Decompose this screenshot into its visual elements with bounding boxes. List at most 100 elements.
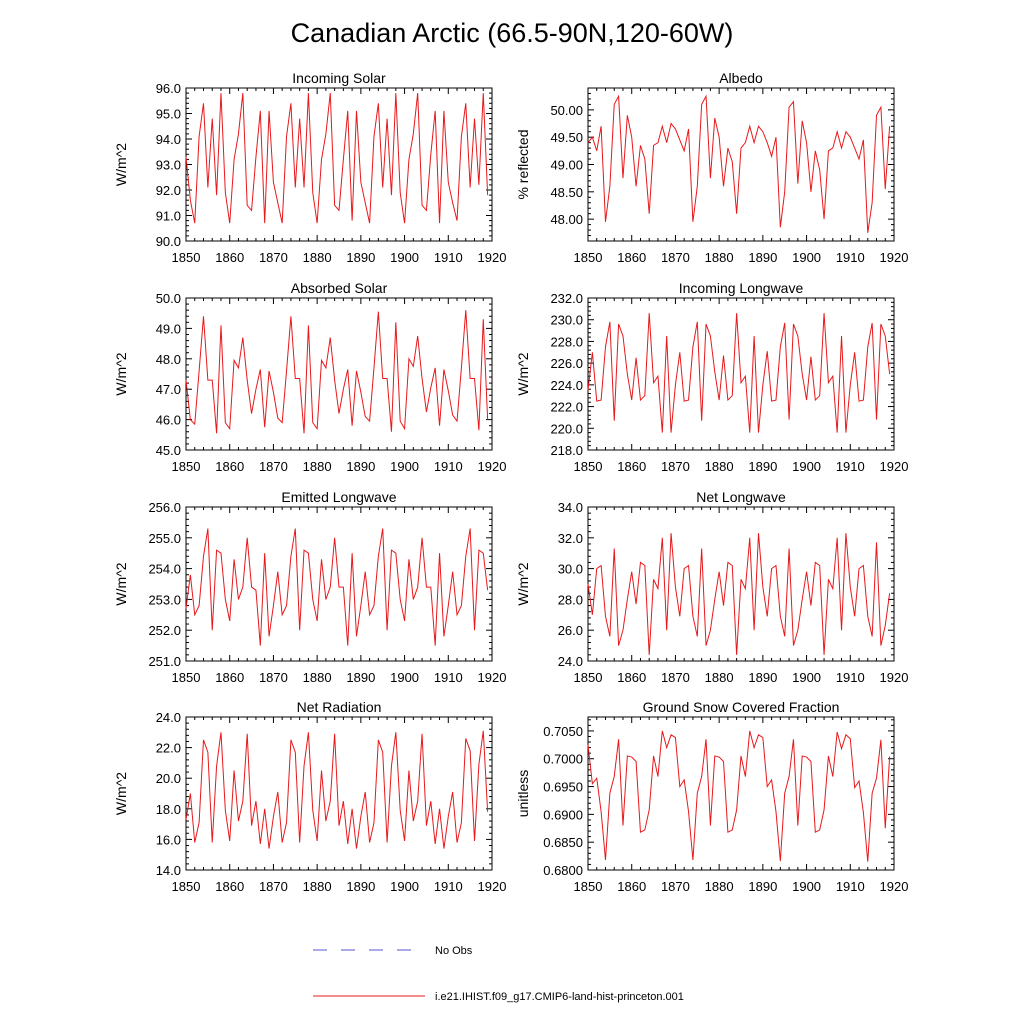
x-tick-label: 1890 — [748, 250, 777, 265]
x-tick-label: 1850 — [172, 459, 201, 474]
series-line — [185, 730, 489, 849]
y-tick-label: 30.0 — [558, 562, 583, 577]
x-tick-label: 1900 — [390, 250, 419, 265]
y-tick-label: 0.6950 — [543, 780, 583, 795]
y-tick-label: 50.00 — [550, 103, 583, 118]
series-line — [587, 313, 891, 433]
x-tick-label: 1870 — [259, 250, 288, 265]
y-tick-label: 0.6850 — [543, 835, 583, 850]
y-tick-label: 0.6900 — [543, 807, 583, 822]
x-tick-label: 1880 — [303, 879, 332, 894]
y-tick-label: 49.00 — [550, 158, 583, 173]
x-tick-label: 1890 — [748, 459, 777, 474]
x-tick-label: 1900 — [390, 459, 419, 474]
x-tick-label: 1880 — [705, 670, 734, 685]
y-axis-label: W/m^2 — [113, 143, 129, 186]
y-tick-label: 34.0 — [558, 500, 583, 515]
x-tick-label: 1860 — [617, 879, 646, 894]
x-tick-label: 1910 — [836, 250, 865, 265]
x-tick-label: 1890 — [346, 459, 375, 474]
x-tick-label: 1920 — [478, 879, 507, 894]
panel-title: Albedo — [719, 70, 763, 86]
x-tick-label: 1890 — [748, 879, 777, 894]
y-tick-label: 20.0 — [156, 771, 181, 786]
y-tick-label: 256.0 — [148, 500, 181, 515]
x-tick-label: 1900 — [390, 879, 419, 894]
y-tick-label: 26.0 — [558, 623, 583, 638]
figure-title: Canadian Arctic (66.5-90N,120-60W) — [291, 18, 734, 48]
x-tick-label: 1870 — [259, 459, 288, 474]
y-tick-label: 48.0 — [156, 352, 181, 367]
x-tick-label: 1860 — [215, 250, 244, 265]
y-tick-label: 94.0 — [156, 132, 181, 147]
y-tick-label: 92.0 — [156, 183, 181, 198]
plot-frame — [587, 297, 895, 451]
series-line — [185, 93, 489, 224]
plot-frame — [185, 297, 493, 451]
plot-frame — [185, 716, 493, 871]
panel-title: Net Radiation — [297, 699, 382, 715]
x-tick-label: 1920 — [880, 250, 909, 265]
x-tick-label: 1920 — [880, 459, 909, 474]
y-axis-label: unitless — [515, 770, 531, 817]
y-tick-label: 96.0 — [156, 81, 181, 96]
panel-3: Incoming Longwave W/m^2 1850 1860 1870 1880 18… — [515, 280, 908, 474]
x-tick-label: 1870 — [661, 459, 690, 474]
y-tick-label: 228.0 — [550, 334, 583, 349]
x-tick-label: 1920 — [478, 670, 507, 685]
panel-5: Net Longwave W/m^2 1850 1860 1870 1880 1890 190… — [515, 489, 908, 685]
panel-4: Emitted Longwave W/m^2 1850 1860 1870 1880 189… — [113, 489, 506, 685]
panel-6: Net Radiation W/m^2 1850 1860 1870 1880 1890 19… — [113, 699, 506, 894]
series-line — [185, 528, 489, 646]
x-tick-label: 1880 — [705, 250, 734, 265]
y-axis-label: W/m^2 — [113, 772, 129, 815]
y-tick-label: 255.0 — [148, 531, 181, 546]
x-tick-label: 1890 — [346, 670, 375, 685]
x-tick-label: 1870 — [259, 670, 288, 685]
x-tick-label: 1850 — [574, 670, 603, 685]
y-tick-label: 218.0 — [550, 443, 583, 458]
x-tick-label: 1900 — [792, 670, 821, 685]
x-tick-label: 1920 — [478, 250, 507, 265]
x-tick-label: 1860 — [617, 670, 646, 685]
y-tick-label: 47.0 — [156, 382, 181, 397]
panel-7: Ground Snow Covered Fraction unitless 1850… — [515, 699, 908, 894]
y-tick-label: 50.0 — [156, 291, 181, 306]
x-tick-label: 1860 — [617, 250, 646, 265]
x-tick-label: 1850 — [172, 670, 201, 685]
panel-title: Net Longwave — [696, 489, 786, 505]
x-tick-label: 1850 — [172, 250, 201, 265]
panels: Incoming Solar W/m^2 1850 1860 1870 1880 1890 1… — [113, 70, 908, 894]
panel-title: Absorbed Solar — [291, 280, 388, 296]
series-line — [587, 94, 891, 233]
x-tick-label: 1910 — [836, 879, 865, 894]
x-tick-label: 1910 — [434, 879, 463, 894]
series-line — [587, 533, 891, 655]
y-tick-label: 49.0 — [156, 321, 181, 336]
panel-title: Incoming Longwave — [679, 280, 804, 296]
panel-title: Emitted Longwave — [281, 489, 396, 505]
y-axis-label: W/m^2 — [113, 352, 129, 395]
y-tick-label: 226.0 — [550, 356, 583, 371]
x-tick-label: 1910 — [434, 250, 463, 265]
y-tick-label: 0.6800 — [543, 863, 583, 878]
y-tick-label: 45.0 — [156, 443, 181, 458]
x-tick-label: 1910 — [434, 459, 463, 474]
x-tick-label: 1880 — [705, 459, 734, 474]
y-axis-label: % reflected — [515, 129, 531, 199]
x-tick-label: 1870 — [259, 879, 288, 894]
y-tick-label: 93.0 — [156, 158, 181, 173]
y-tick-label: 95.0 — [156, 107, 181, 122]
y-tick-label: 49.50 — [550, 130, 583, 145]
y-tick-label: 224.0 — [550, 378, 583, 393]
y-axis-label: W/m^2 — [515, 352, 531, 395]
y-tick-label: 28.0 — [558, 592, 583, 607]
x-tick-label: 1880 — [303, 459, 332, 474]
y-tick-label: 14.0 — [156, 863, 181, 878]
y-axis-label: W/m^2 — [515, 562, 531, 605]
legend: No Obs i.e21.IHIST.f09_g17.CMIP6-land-hi… — [313, 945, 684, 1003]
y-tick-label: 0.7050 — [543, 724, 583, 739]
y-tick-label: 16.0 — [156, 832, 181, 847]
y-tick-label: 0.7000 — [543, 752, 583, 767]
